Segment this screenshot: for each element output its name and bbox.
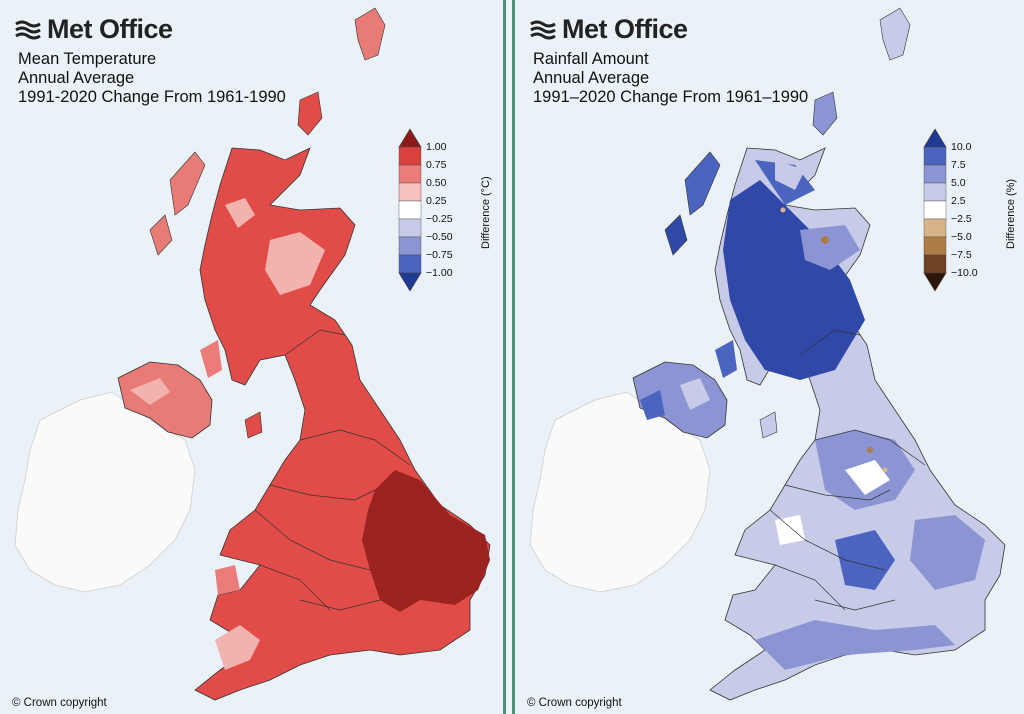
colorbar-segment bbox=[923, 254, 947, 274]
colorbar-tick-label: 10.0 bbox=[951, 141, 972, 153]
colorbar-swatches bbox=[923, 128, 947, 292]
met-office-logo: Met Office bbox=[529, 14, 688, 45]
met-office-wave-icon bbox=[530, 20, 556, 39]
met-office-wave-icon bbox=[15, 20, 41, 39]
colorbar-tick-label: −1.00 bbox=[426, 267, 453, 279]
colorbar-segment bbox=[923, 164, 947, 184]
divider bbox=[503, 0, 506, 714]
colorbar-segment bbox=[398, 254, 422, 274]
brand-name: Met Office bbox=[562, 14, 688, 44]
colorbar-swatches bbox=[398, 128, 422, 292]
colorbar-min-extend bbox=[398, 272, 422, 292]
title-line: Annual Average bbox=[533, 69, 650, 87]
colorbar-segment bbox=[398, 182, 422, 202]
colorbar-tick-label: −0.50 bbox=[426, 231, 453, 243]
colorbar-segment bbox=[398, 146, 422, 166]
colorbar-tick-label: −10.0 bbox=[951, 267, 978, 279]
temperature-panel: Met Office Mean Temperature Annual Avera… bbox=[0, 0, 503, 714]
colorbar-segment bbox=[923, 218, 947, 238]
copyright: © Crown copyright bbox=[12, 697, 107, 709]
colorbar-tick-label: 0.25 bbox=[426, 195, 447, 207]
colorbar-segment bbox=[398, 200, 422, 220]
title-line: 1991-2020 Change From 1961-1990 bbox=[18, 88, 286, 106]
temperature-colorbar: 1.00 0.75 0.50 0.25 −0.25 −0.50 −0.75 −1.00 Diff… bbox=[398, 128, 498, 308]
colorbar-segment bbox=[923, 146, 947, 166]
colorbar-max-extend bbox=[923, 128, 947, 148]
colorbar-tick-label: 0.50 bbox=[426, 177, 447, 189]
colorbar-segment bbox=[923, 200, 947, 220]
map-title: Rainfall Amount Annual Average 1991–2020… bbox=[533, 50, 808, 107]
colorbar-tick-label: −2.5 bbox=[951, 213, 972, 225]
title-line: Rainfall Amount bbox=[533, 50, 649, 68]
copyright: © Crown copyright bbox=[527, 697, 622, 709]
colorbar-label: Difference (°C) bbox=[480, 176, 492, 249]
colorbar-segment bbox=[923, 236, 947, 256]
colorbar-tick-label: −0.75 bbox=[426, 249, 453, 261]
rainfall-colorbar: 10.0 7.5 5.0 2.5 −2.5 −5.0 −7.5 −10.0 Difference… bbox=[923, 128, 1023, 308]
map-title: Mean Temperature Annual Average 1991-202… bbox=[18, 50, 286, 107]
colorbar-segment bbox=[398, 218, 422, 238]
divider bbox=[512, 0, 515, 714]
title-line: 1991–2020 Change From 1961–1990 bbox=[533, 88, 809, 106]
colorbar-tick-label: 0.75 bbox=[426, 159, 447, 171]
colorbar-tick-label: 5.0 bbox=[951, 177, 966, 189]
colorbar-label: Difference (%) bbox=[1005, 178, 1017, 249]
title-line: Mean Temperature bbox=[18, 50, 157, 68]
title-line: Annual Average bbox=[18, 69, 135, 87]
colorbar-segment bbox=[398, 164, 422, 184]
colorbar-tick-label: −7.5 bbox=[951, 249, 972, 261]
rainfall-map bbox=[529, 7, 1006, 701]
northern-ireland bbox=[117, 361, 213, 439]
colorbar-min-extend bbox=[923, 272, 947, 292]
brand-name: Met Office bbox=[47, 14, 173, 44]
colorbar-tick-label: 1.00 bbox=[426, 141, 447, 153]
colorbar-segment bbox=[923, 182, 947, 202]
east-england-warmest bbox=[362, 470, 490, 612]
colorbar-segment bbox=[398, 236, 422, 256]
met-office-logo: Met Office bbox=[14, 14, 173, 45]
rainfall-panel: Met Office Rainfall Amount Annual Averag… bbox=[515, 0, 1024, 714]
temperature-map bbox=[14, 7, 491, 701]
colorbar-tick-label: −0.25 bbox=[426, 213, 453, 225]
colorbar-tick-label: 7.5 bbox=[951, 159, 966, 171]
colorbar-tick-label: 2.5 bbox=[951, 195, 966, 207]
colorbar-tick-label: −5.0 bbox=[951, 231, 972, 243]
colorbar-max-extend bbox=[398, 128, 422, 148]
